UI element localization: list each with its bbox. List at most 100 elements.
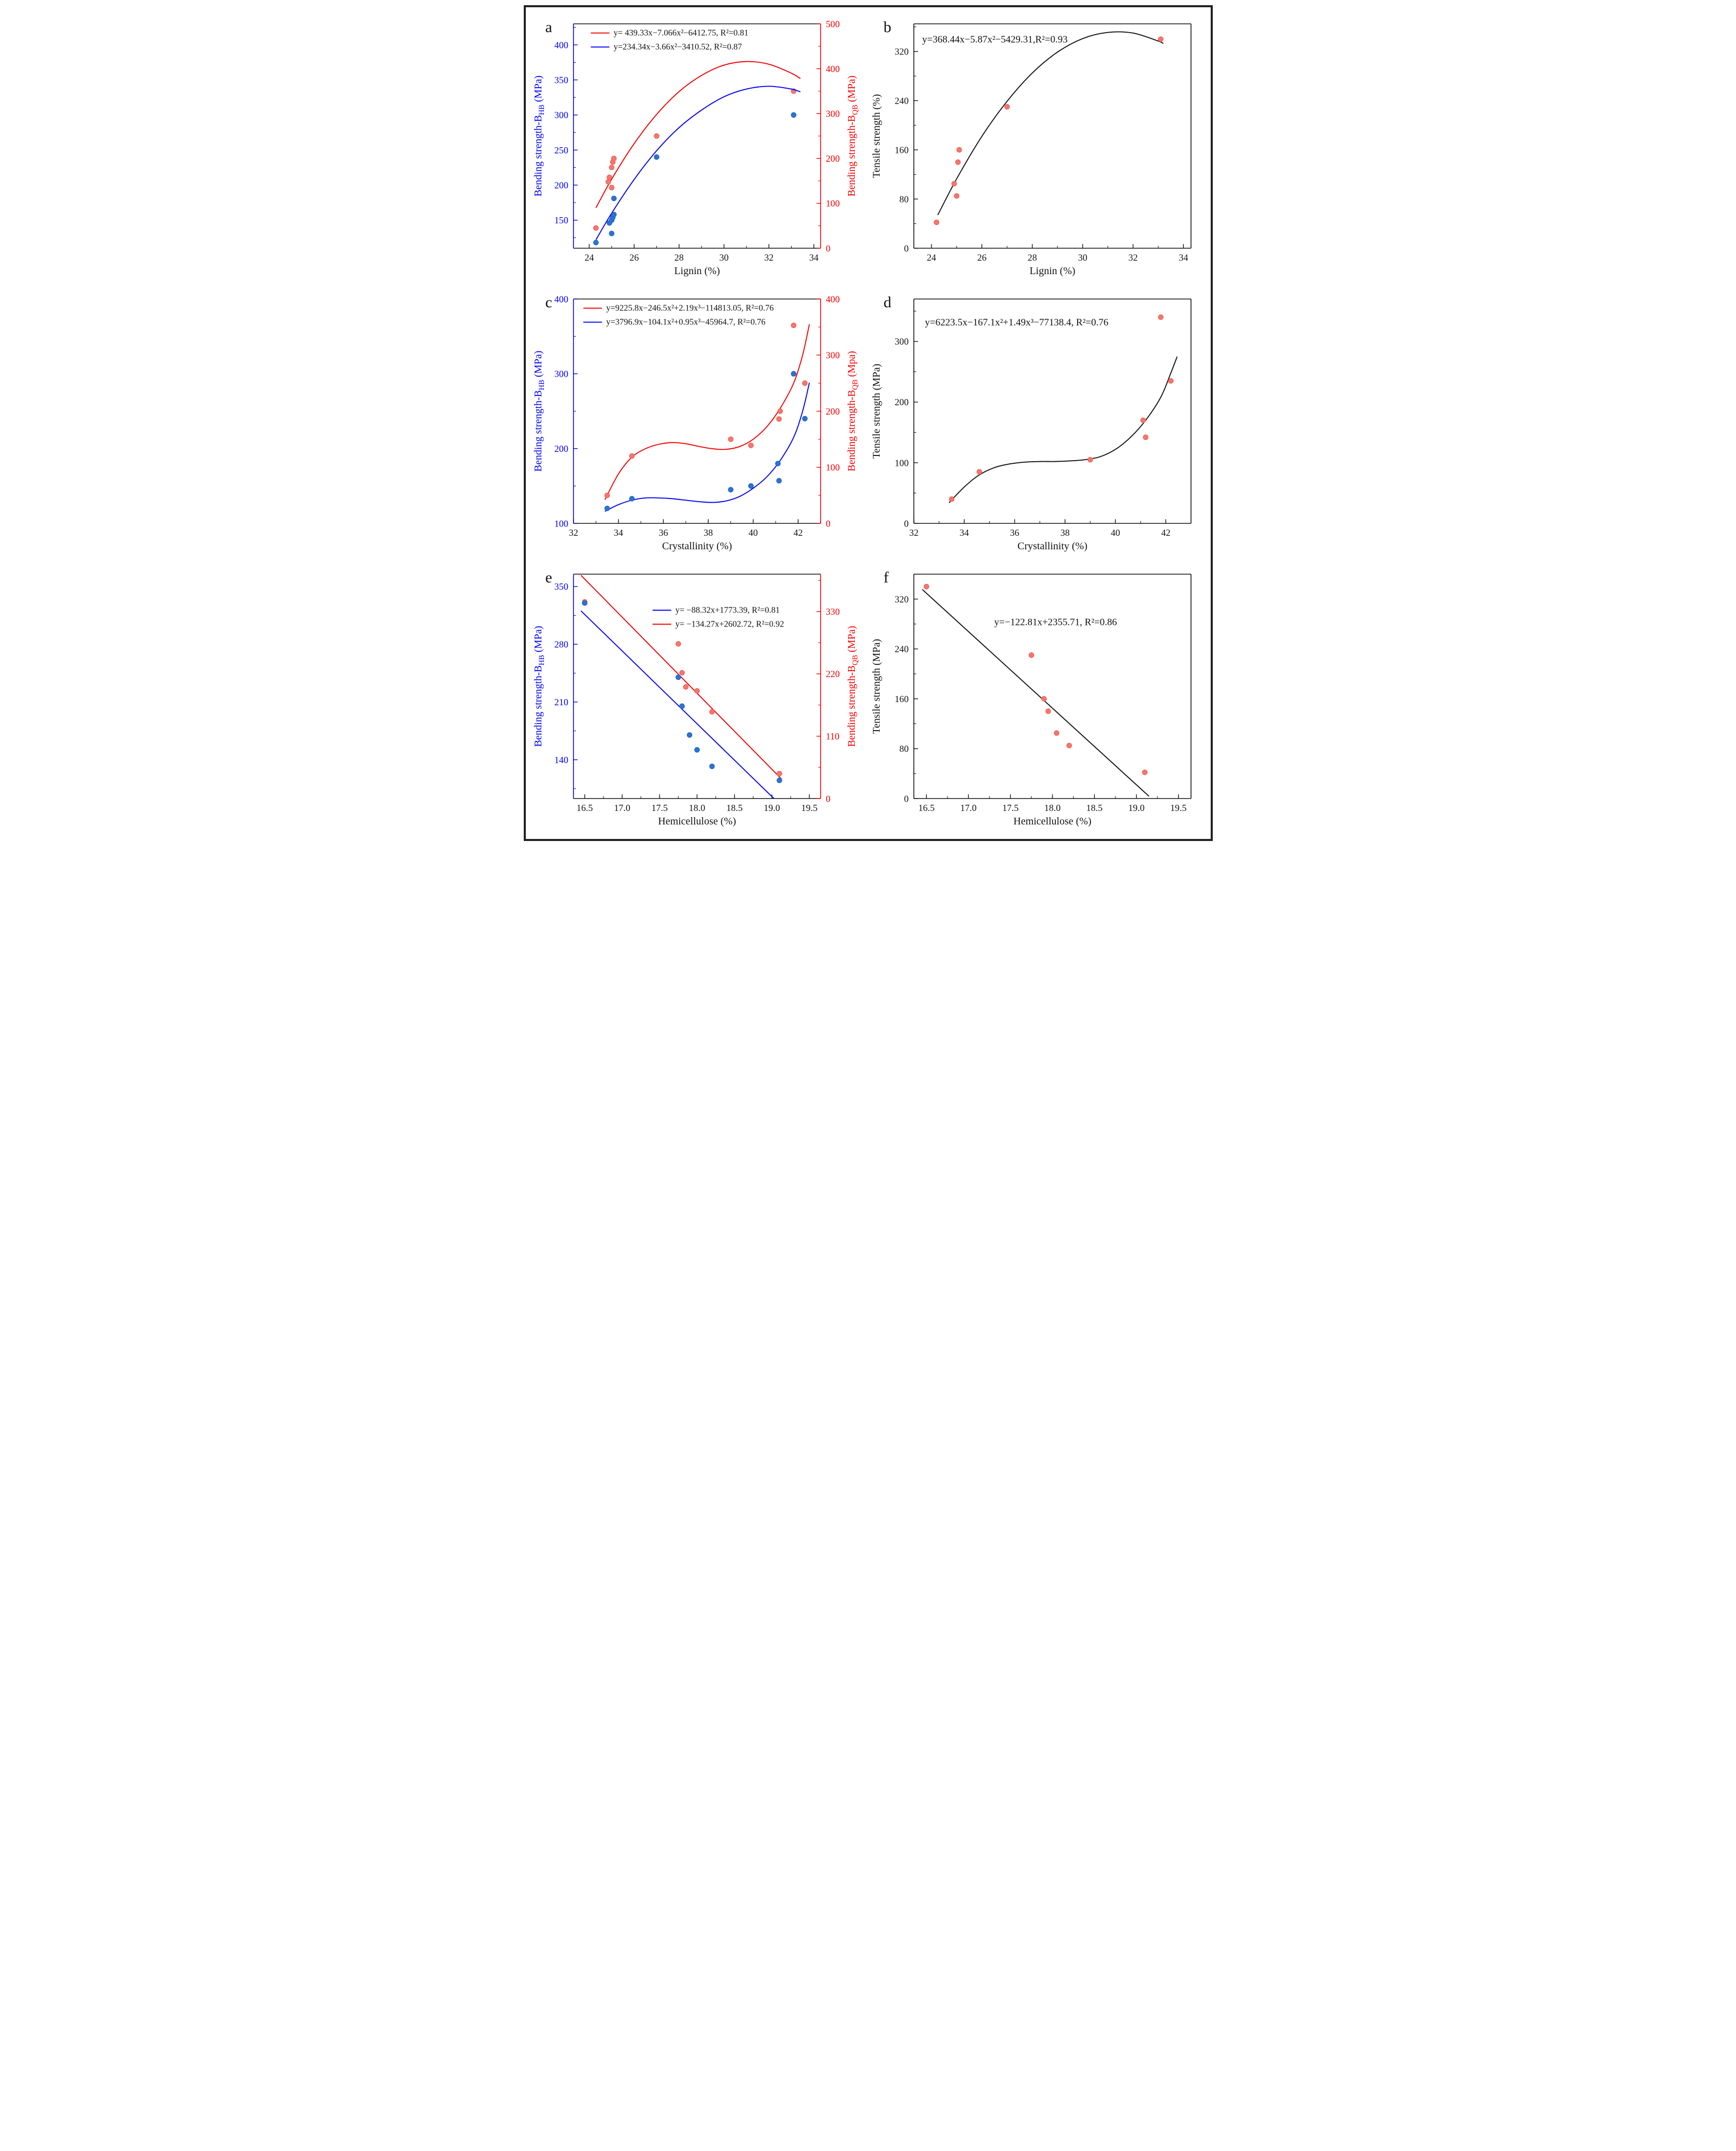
tensile-strength-point	[1157, 314, 1164, 320]
left-y-tick-label: 400	[554, 294, 568, 304]
left-y-tick-label: 320	[895, 47, 909, 57]
legend-equation-label: y=9225.8x−246.5x²+2.19x³−114813.05, R²=0…	[606, 303, 773, 313]
bending-strength-BHB-point	[776, 478, 782, 484]
left-y-tick-label: 80	[899, 194, 909, 204]
bending-strength-BQB-point	[727, 436, 734, 442]
x-tick-label: 40	[1111, 528, 1120, 538]
bending-strength-BQB-point	[593, 225, 599, 231]
left-y-tick-label: 280	[554, 639, 568, 650]
x-tick-label: 17.0	[614, 803, 630, 813]
tensile-strength-fit-curve	[948, 356, 1178, 503]
x-tick-label: 34	[959, 528, 969, 538]
equation-annotation: y=6223.5x−167.1x²+1.49x³−77138.4, R²=0.7…	[925, 317, 1108, 328]
x-tick-label: 32	[909, 528, 919, 538]
axis-title: Bending strength-BQB (MPa)	[846, 626, 859, 747]
x-axis-title: Lignin (%)	[674, 265, 720, 277]
left-y-tick-label: 300	[554, 369, 568, 379]
x-tick-label: 32	[1128, 252, 1138, 263]
bending-strength-BHB-point	[653, 154, 659, 160]
axis-title: Bending strength-BQB (MPa)	[846, 76, 859, 196]
left-y-tick-label: 100	[895, 458, 909, 468]
x-tick-label: 30	[1078, 252, 1087, 263]
left-y-tick-label: 200	[895, 397, 909, 407]
bending-strength-BQB-point	[776, 416, 782, 422]
bending-strength-BHB-point	[611, 195, 616, 202]
x-tick-label: 18.5	[1086, 803, 1102, 813]
x-tick-label: 18.5	[726, 803, 743, 813]
chart-b: 24 26 28 30 32 34 0 80 160 240 320 Lignin (%) Tensil…	[871, 23, 1192, 277]
bending-strength-BHB-point	[791, 371, 796, 377]
tensile-strength-point	[953, 193, 959, 199]
left-y-tick-label: 200	[554, 180, 568, 191]
bending-strength-BQB-point	[608, 164, 614, 170]
bending-strength-BQB-point	[611, 155, 616, 162]
left-y-tick-label: 300	[895, 336, 909, 347]
bending-strength-BHB-point	[709, 763, 715, 770]
x-tick-label: 32	[764, 252, 773, 263]
bending-strength-BQB-point	[606, 174, 612, 180]
axis-title: Tensile strength (%)	[871, 94, 882, 178]
axis-title: Bending strength-BHB (MPa)	[533, 351, 546, 472]
bending-strength-BQB-point	[653, 133, 659, 139]
tensile-strength-point	[976, 469, 982, 475]
chart-c: 32 34 36 38 40 42 100 200 300 400 0 100 200 300 400 Cry…	[533, 294, 859, 552]
x-axis-title: Hemicellulose (%)	[658, 816, 736, 827]
bending-strength-BQB-point	[777, 408, 783, 414]
bending-strength-BQB-point	[628, 453, 635, 459]
panel-a: a 24 26 28 30 32 34 150 200 250 300 350 400 0 100 200 3…	[530, 15, 864, 281]
x-tick-label: 19.5	[801, 803, 817, 813]
right-y-tick-label: 0	[826, 793, 830, 804]
panel-letter-b: b	[883, 19, 892, 36]
right-y-tick-label: 0	[826, 243, 830, 253]
x-axis-title: Crystallinity (%)	[1017, 540, 1087, 552]
bending-strength-BQB-point	[608, 184, 614, 191]
x-axis-title: Hemicellulose (%)	[1013, 816, 1092, 827]
bending-strength-BQB-point	[776, 771, 782, 777]
legend-equation-label: y= 439.33x−7.066x²−6412.75, R²=0.81	[613, 28, 748, 38]
right-y-tick-label: 100	[826, 462, 840, 473]
bending-strength-BQB-point	[675, 641, 681, 647]
equation-annotation: y=368.44x−5.87x²−5429.31,R²=0.93	[922, 34, 1068, 45]
axis-title: Bending strength-BHB (MPa)	[533, 626, 546, 747]
x-tick-label: 38	[1060, 528, 1069, 538]
panel-grid: a 24 26 28 30 32 34 150 200 250 300 350 400 0 100 200 3…	[530, 15, 1207, 832]
right-y-tick-label: 300	[826, 109, 840, 119]
x-tick-label: 17.5	[651, 803, 668, 813]
tensile-strength-point	[1140, 417, 1146, 423]
bending-strength-BHB-fit-curve	[604, 382, 810, 512]
x-tick-label: 24	[584, 252, 594, 263]
bending-strength-BQB-point	[748, 443, 754, 448]
x-tick-label: 16.5	[918, 803, 935, 813]
axis-title: Bending strength-BHB (MPa)	[533, 76, 546, 196]
right-y-tick-label: 100	[826, 198, 840, 209]
bending-strength-BHB-point	[694, 747, 700, 753]
x-tick-label: 42	[793, 528, 802, 538]
right-y-tick-label: 300	[826, 350, 840, 361]
bending-strength-BQB-point	[605, 179, 611, 185]
left-y-tick-label: 350	[554, 581, 568, 592]
bending-strength-BHB-point	[686, 732, 692, 738]
bending-strength-BHB-point	[581, 600, 587, 606]
chart-e: 16.5 17.0 17.5 18.0 18.5 19.0 19.5 140 210 280 350…	[533, 574, 859, 827]
x-axis-title: Lignin (%)	[1029, 265, 1075, 277]
bending-strength-BHB-point	[628, 496, 635, 502]
x-tick-label: 28	[1027, 252, 1037, 263]
right-y-tick-label: 200	[826, 153, 840, 164]
x-tick-label: 40	[748, 528, 757, 538]
axis-title: Tensile strength (MPa)	[871, 639, 882, 734]
right-y-tick-label: 400	[826, 294, 840, 304]
left-y-tick-label: 150	[554, 215, 568, 225]
left-y-tick-label: 350	[554, 75, 568, 86]
bending-strength-BHB-point	[748, 483, 754, 489]
tensile-strength-point	[923, 583, 929, 590]
right-y-tick-label: 0	[826, 518, 830, 529]
panel-e: e 16.5 17.0 17.5 18.0 18.5 19.0 19.5 140 210 280 3…	[530, 565, 864, 832]
x-tick-label: 26	[977, 252, 986, 263]
bending-strength-BQB-point	[791, 322, 796, 329]
bending-strength-BQB-fit-curve	[595, 61, 800, 208]
chart-d: 32 34 36 38 40 42 0 100 200 300 Crystallinity (%) T…	[871, 298, 1192, 552]
tensile-strength-point	[1157, 36, 1164, 42]
tensile-strength-point	[1004, 104, 1010, 110]
x-tick-label: 42	[1161, 528, 1170, 538]
left-y-tick-label: 400	[554, 40, 568, 50]
